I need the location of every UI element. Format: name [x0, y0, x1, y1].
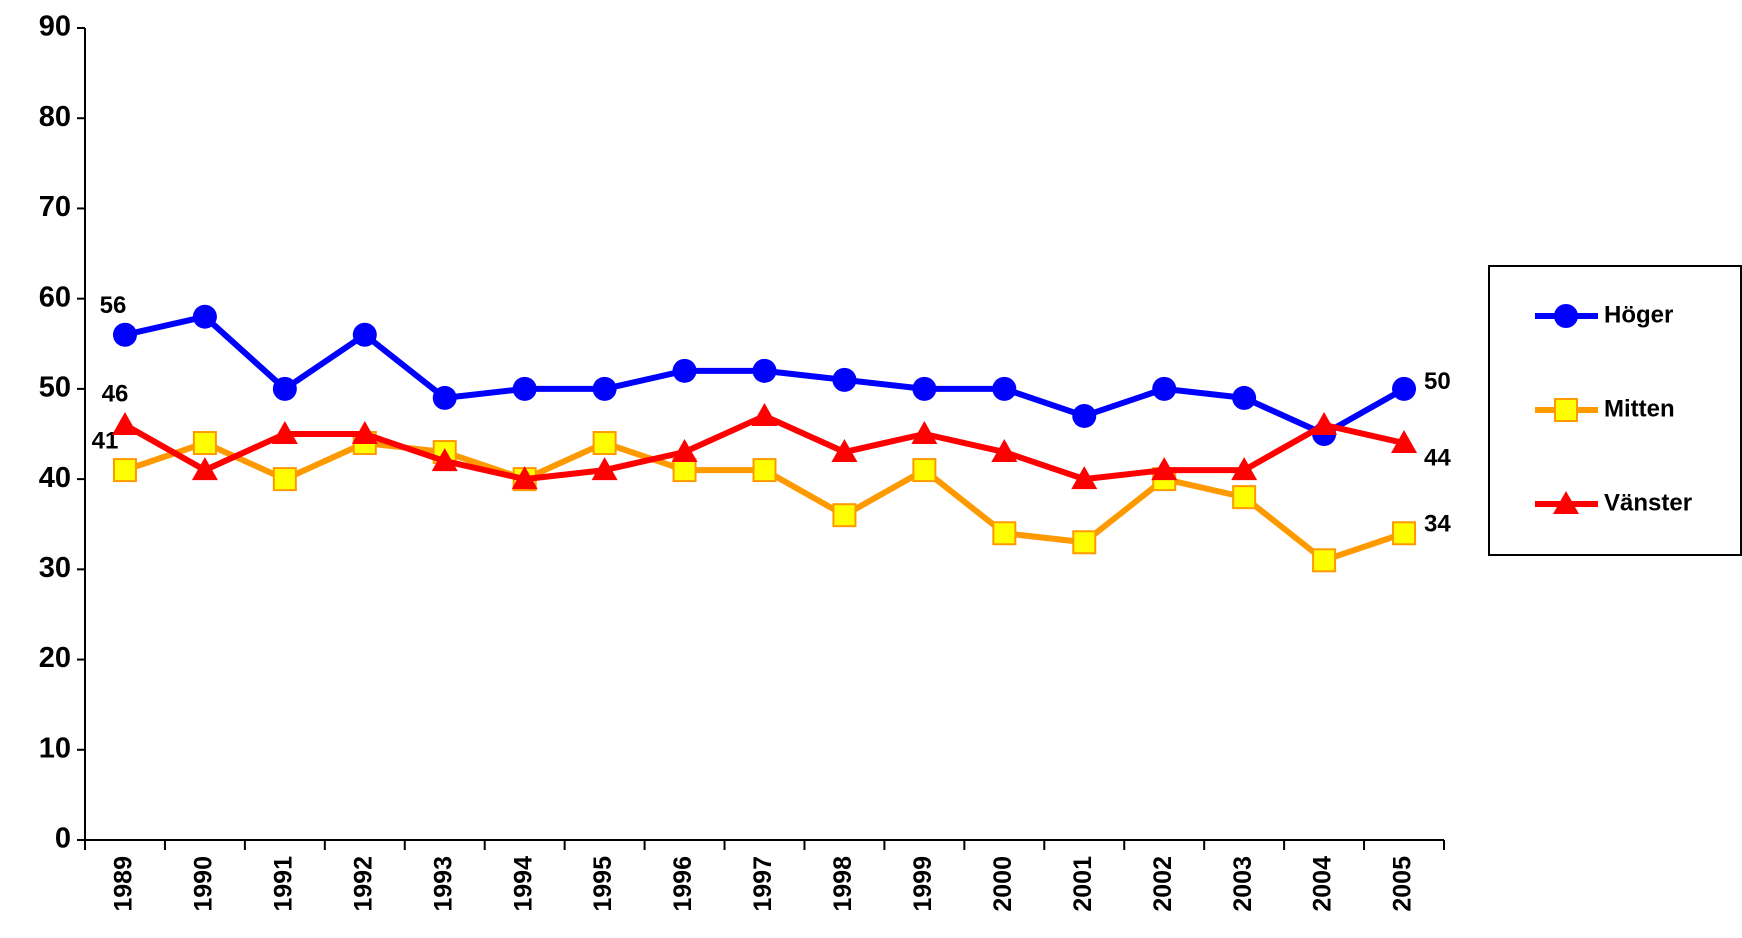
x-tick-label: 2005: [1389, 856, 1417, 912]
x-tick-label: 1994: [509, 856, 537, 912]
y-tick-label: 70: [39, 191, 71, 223]
x-tick-label: 2001: [1069, 856, 1097, 912]
point: [1232, 385, 1257, 410]
point: [1554, 304, 1578, 328]
legend-label: Vänster: [1604, 489, 1692, 516]
point: [1392, 521, 1417, 546]
point: [752, 458, 777, 483]
x-tick-label: 2000: [989, 856, 1017, 912]
point: [1071, 466, 1098, 490]
x-tick-label: 1997: [749, 856, 777, 912]
x-tick-label: 2002: [1149, 856, 1177, 912]
x-tick-label: 1993: [429, 856, 457, 912]
point: [912, 376, 937, 401]
point: [1151, 457, 1178, 481]
point: [1231, 457, 1258, 481]
point: [832, 503, 857, 528]
y-tick-label: 0: [55, 823, 71, 855]
x-tick-label: 1995: [589, 856, 617, 912]
point: [752, 358, 777, 383]
point: [511, 466, 538, 490]
x-tick-label: 1991: [269, 856, 297, 912]
point: [1311, 411, 1338, 435]
x-tick-label: 1990: [190, 856, 218, 912]
x-tick-label: 1998: [829, 856, 857, 912]
point: [1232, 485, 1257, 510]
data-label: 56: [100, 292, 127, 319]
legend-label: Höger: [1604, 301, 1673, 328]
point: [1553, 491, 1579, 514]
point: [832, 367, 857, 392]
point: [1554, 398, 1578, 422]
y-tick-label: 90: [39, 11, 71, 43]
legend-box: [1488, 265, 1742, 556]
y-tick-label: 10: [39, 732, 71, 764]
y-tick-label: 30: [39, 552, 71, 584]
x-tick-label: 2003: [1229, 856, 1257, 912]
point: [191, 457, 218, 481]
legend: Höger Mitten Vänster: [1488, 265, 1742, 556]
point: [1391, 430, 1418, 454]
point: [192, 431, 217, 456]
x-tick-label: 2004: [1309, 856, 1337, 912]
data-label: 46: [102, 380, 129, 407]
point: [351, 421, 378, 444]
x-tick-label: 1989: [110, 856, 138, 912]
point: [1072, 530, 1097, 555]
point: [592, 376, 617, 401]
point: [911, 421, 938, 444]
data-label: 34: [1424, 511, 1451, 538]
x-tick-label: 1999: [909, 856, 937, 912]
point: [831, 439, 858, 463]
point: [431, 448, 458, 472]
y-tick-label: 40: [39, 462, 71, 494]
point: [991, 439, 1018, 463]
point: [512, 376, 537, 401]
x-tick-label: 1996: [669, 856, 697, 912]
point: [591, 457, 618, 481]
point: [592, 431, 617, 456]
point: [672, 458, 697, 483]
point: [112, 322, 137, 347]
point: [111, 411, 138, 435]
point: [192, 304, 217, 329]
point: [992, 376, 1017, 401]
x-tick-label: 1992: [349, 856, 377, 912]
point: [432, 385, 457, 410]
point: [271, 421, 298, 444]
legend-label: Mitten: [1604, 395, 1675, 422]
point: [671, 439, 698, 463]
point: [1072, 403, 1097, 428]
point: [992, 521, 1017, 546]
point: [352, 322, 377, 347]
y-tick-label: 50: [39, 372, 71, 404]
point: [751, 402, 778, 426]
point: [912, 458, 937, 483]
data-label: 44: [1424, 444, 1451, 471]
point: [272, 376, 297, 401]
point: [272, 467, 297, 492]
point: [672, 358, 697, 383]
point: [1392, 376, 1417, 401]
point: [1312, 548, 1337, 573]
point: [112, 458, 137, 483]
data-label: 50: [1424, 368, 1451, 395]
y-tick-label: 20: [39, 642, 71, 674]
y-tick-label: 60: [39, 281, 71, 313]
y-tick-label: 80: [39, 101, 71, 133]
point: [1152, 376, 1177, 401]
